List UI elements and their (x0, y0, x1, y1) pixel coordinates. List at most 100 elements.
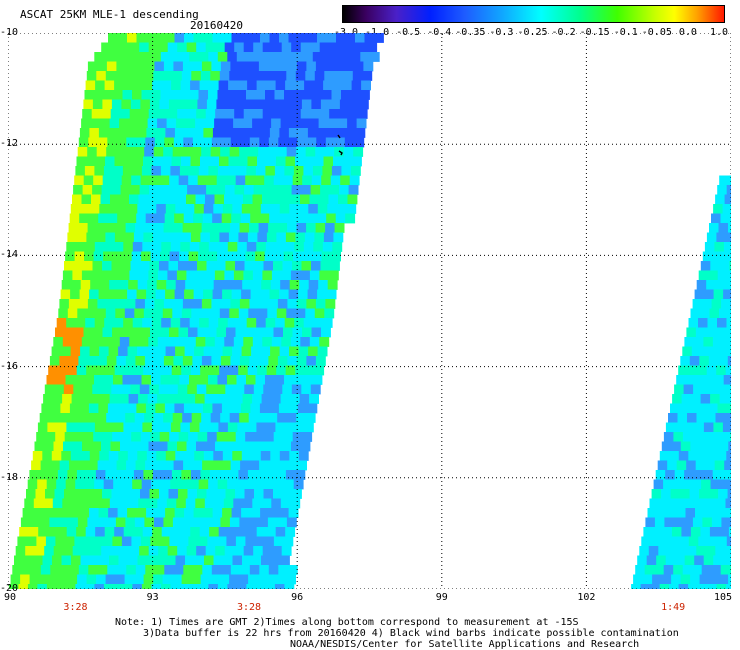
swath-cell (252, 394, 262, 404)
swath-cell (126, 460, 136, 471)
swath-cell (317, 289, 327, 300)
swath-cell (125, 61, 136, 72)
swath-cell (687, 365, 698, 376)
swath-cell (123, 422, 134, 433)
swath-cell (231, 33, 242, 43)
swath-cell (257, 71, 268, 81)
swath-cell (145, 565, 156, 575)
swath-cell (257, 574, 268, 585)
swath-cell (227, 90, 237, 100)
swath-cell (269, 289, 280, 300)
swath-cell (355, 33, 365, 43)
swath-cell (87, 61, 98, 72)
swath-cell (661, 489, 671, 499)
swath-cell (178, 261, 188, 271)
swath-cell (723, 508, 731, 518)
swath-cell (230, 137, 241, 148)
swath-cell (196, 185, 207, 195)
swath-cell (64, 261, 74, 271)
swath-cell (87, 147, 98, 157)
swath-cell (690, 574, 700, 585)
swath-cell (667, 546, 678, 556)
swath-cell (138, 337, 149, 347)
swath-cell (697, 498, 707, 509)
swath-cell (100, 498, 111, 509)
swath-cell (260, 204, 271, 214)
swath-cell (138, 498, 149, 509)
swath-cell (105, 574, 116, 585)
swath-cell (690, 308, 701, 319)
swath-cell (138, 118, 148, 129)
swath-cell (652, 574, 662, 585)
swath-cell (246, 242, 257, 252)
swath-cell (330, 261, 340, 271)
swath-cell (167, 42, 178, 53)
swath-cell (253, 42, 264, 53)
swath-cell (75, 422, 86, 433)
swath-cell (246, 166, 257, 176)
swath-cell (631, 584, 641, 589)
swath-cell (59, 565, 70, 575)
swath-cell (155, 289, 166, 300)
swath-cell (730, 432, 731, 442)
swath-cell (157, 270, 168, 281)
swath-cell (188, 175, 199, 186)
swath-cell (132, 242, 143, 252)
swath-cell (187, 261, 198, 271)
swath-cell (312, 166, 323, 176)
swath-cell (256, 527, 267, 537)
swath-cell (101, 185, 112, 195)
swath-cell (169, 251, 180, 262)
swath-cell (374, 33, 384, 43)
swath-cell (278, 137, 289, 148)
swath-cell (237, 422, 248, 433)
swath-cell (299, 394, 310, 404)
swath-cell (85, 80, 96, 91)
swath-cell (238, 308, 249, 319)
swath-cell (73, 384, 84, 395)
swath-cell (88, 565, 99, 575)
swath-cell (293, 251, 303, 262)
swath-cell (95, 156, 106, 167)
swath-cell (677, 413, 688, 423)
swath-cell (703, 422, 714, 433)
swath-cell (137, 555, 148, 566)
swath-cell (103, 479, 114, 490)
swath-cell (161, 242, 172, 252)
swath-cell (267, 517, 278, 528)
time-label: 3:28 (63, 602, 88, 613)
swath-cell (282, 99, 293, 110)
swath-cell (364, 33, 375, 43)
swath-cell (350, 166, 361, 176)
swath-cell (180, 80, 191, 91)
swath-cell (110, 546, 121, 556)
swath-cell (153, 147, 164, 157)
swath-cell (143, 232, 154, 243)
swath-cell (210, 308, 221, 319)
swath-cell (173, 299, 184, 309)
swath-cell (46, 479, 57, 490)
swath-cell (89, 346, 100, 357)
swath-cell (727, 489, 731, 499)
swath-cell (163, 356, 174, 366)
swath-cell (277, 223, 288, 233)
swath-cell (641, 536, 652, 547)
swath-cell (205, 109, 216, 119)
swath-cell (17, 536, 28, 547)
swath-cell (724, 194, 731, 205)
swath-cell (156, 204, 167, 214)
swath-cell (190, 80, 200, 91)
swath-cell (144, 223, 155, 233)
swath-cell (175, 451, 186, 461)
swath-cell (713, 204, 723, 214)
swath-cell (706, 280, 717, 290)
swath-cell (280, 555, 290, 566)
swath-cell (134, 517, 145, 528)
swath-cell (193, 213, 204, 224)
swath-cell (133, 156, 144, 167)
swath-cell (194, 346, 204, 357)
swath-cell (151, 375, 161, 385)
swath-cell (168, 99, 179, 110)
swath-cell (352, 71, 363, 81)
swath-cell (127, 508, 137, 518)
